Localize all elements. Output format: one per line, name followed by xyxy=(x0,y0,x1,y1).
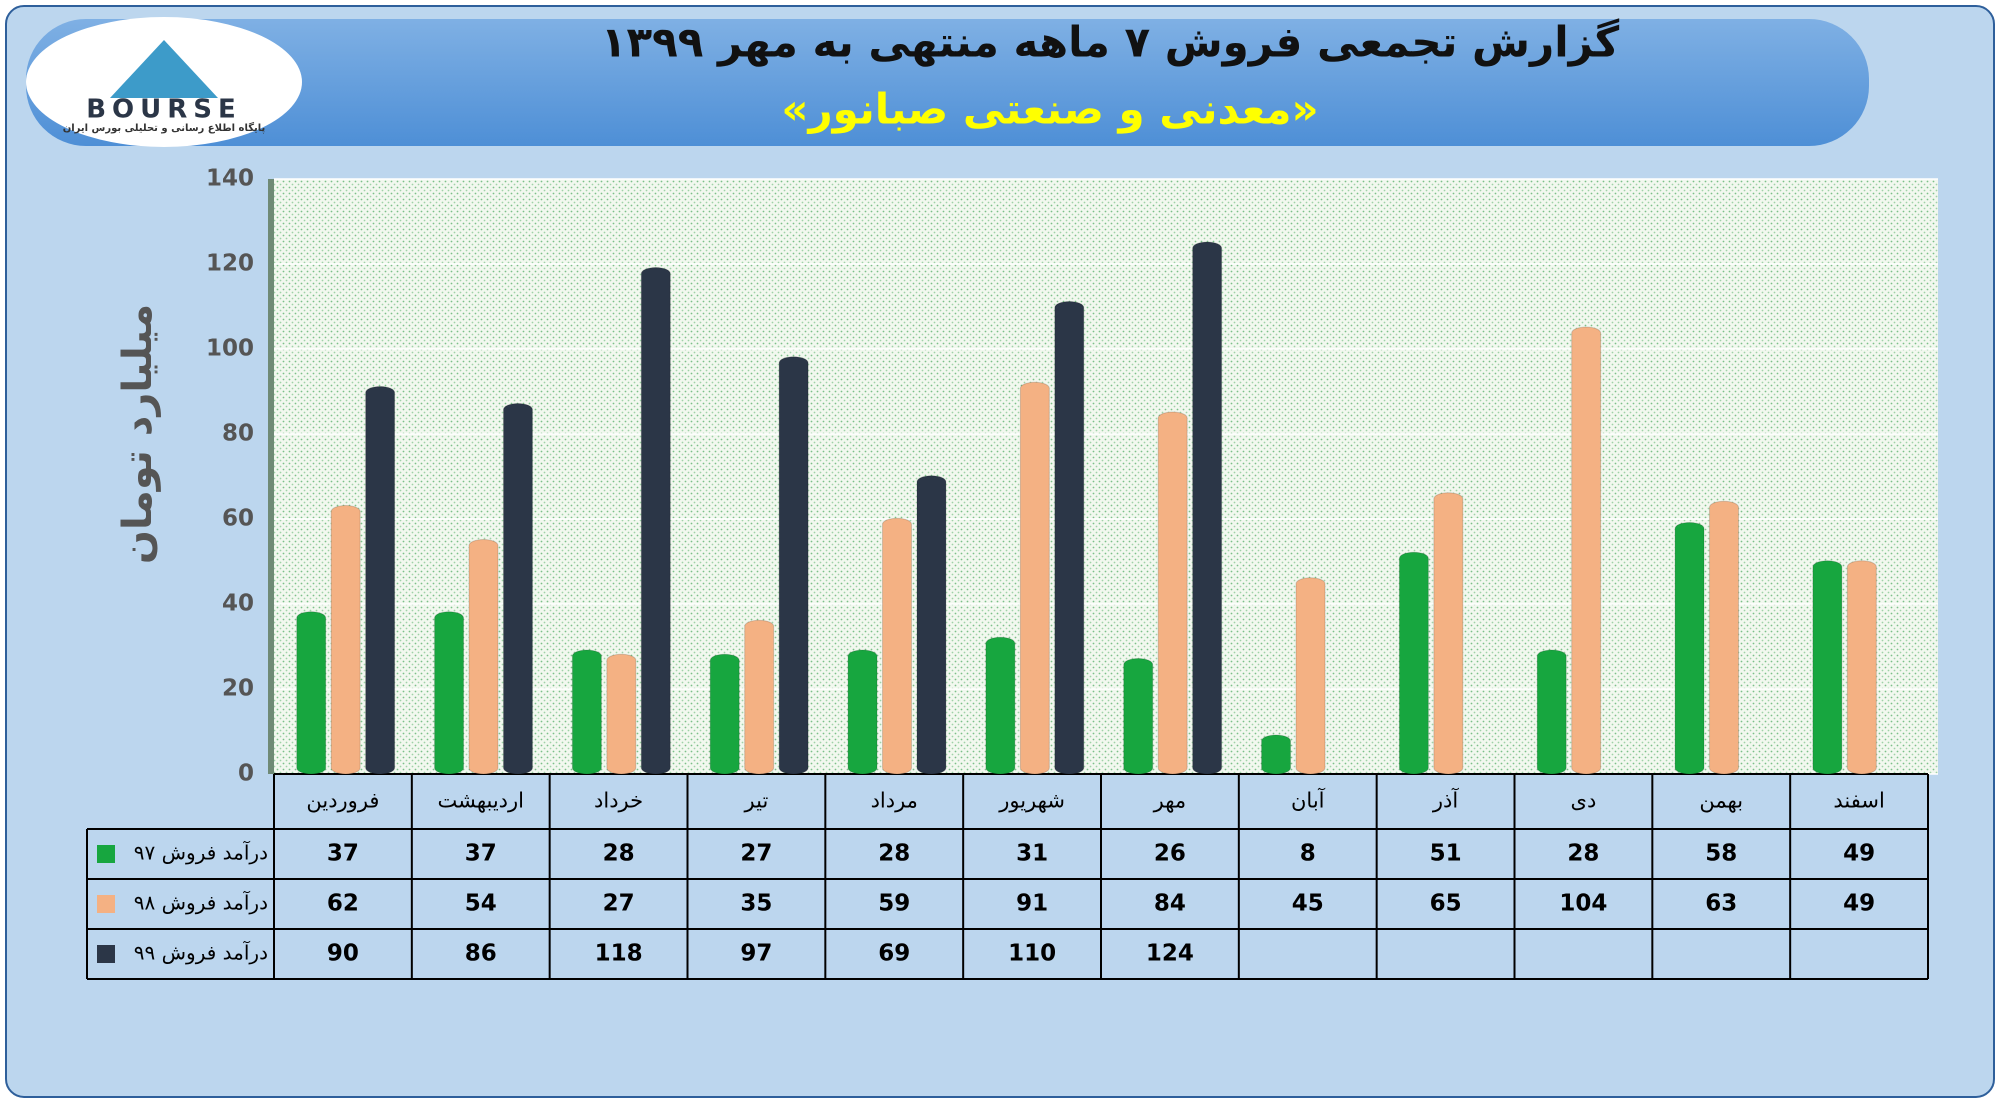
bar xyxy=(1295,577,1326,775)
bar xyxy=(502,403,533,775)
bar xyxy=(1536,649,1567,775)
table-value: 37 xyxy=(465,841,497,867)
table-value: 37 xyxy=(327,841,359,867)
table-value: 27 xyxy=(603,891,635,917)
bar xyxy=(640,267,671,775)
y-tick-label: 20 xyxy=(222,676,254,702)
table-value: 63 xyxy=(1705,891,1737,917)
table-value: 45 xyxy=(1292,891,1324,917)
chart-title: گزارش تجمعی فروش ۷ ماهه منتهی به مهر ۱۳۹… xyxy=(601,18,1620,68)
legend-label: درآمد فروش ۹۷ xyxy=(134,840,268,865)
bar xyxy=(1157,411,1188,775)
y-tick-label: 100 xyxy=(206,336,254,362)
table-value: 65 xyxy=(1430,891,1462,917)
bar xyxy=(1019,381,1050,775)
table-value: 110 xyxy=(1008,941,1056,967)
logo-icon xyxy=(110,40,218,98)
table-value: 27 xyxy=(740,841,772,867)
table-value: 35 xyxy=(740,891,772,917)
bar xyxy=(1846,560,1877,775)
x-tick-label: اردیبهشت xyxy=(437,789,524,813)
bar xyxy=(985,636,1016,775)
table-value: 86 xyxy=(465,941,497,967)
bar xyxy=(1398,551,1429,775)
x-tick-label: مرداد xyxy=(871,789,918,813)
table-value: 8 xyxy=(1300,841,1316,867)
y-tick-label: 60 xyxy=(222,506,254,532)
table-value: 28 xyxy=(1567,841,1599,867)
bar xyxy=(571,649,602,775)
table-value: 124 xyxy=(1146,941,1194,967)
bar xyxy=(606,653,637,775)
y-tick-label: 140 xyxy=(206,166,254,192)
y-tick-label: 0 xyxy=(238,761,254,787)
table-value: 90 xyxy=(327,941,359,967)
table-value: 28 xyxy=(603,841,635,867)
x-tick-label: آذر xyxy=(1432,788,1459,813)
legend-label: درآمد فروش ۹۸ xyxy=(134,890,268,915)
table-value: 31 xyxy=(1016,841,1048,867)
logo-name: BOURSE xyxy=(86,95,242,125)
bar xyxy=(434,611,465,775)
bar xyxy=(882,517,912,775)
legend-swatch xyxy=(97,945,115,963)
banner xyxy=(26,19,1869,146)
x-tick-label: شهریور xyxy=(998,789,1065,813)
y-tick-label: 40 xyxy=(222,591,254,617)
bar xyxy=(1123,658,1154,775)
legend-swatch xyxy=(97,895,115,913)
bar xyxy=(1674,522,1705,775)
bar xyxy=(847,649,878,775)
table-value: 62 xyxy=(327,891,359,917)
x-tick-label: آبان xyxy=(1291,788,1326,813)
x-tick-label: اسفند xyxy=(1833,789,1884,813)
plot-background xyxy=(274,179,1938,774)
bar xyxy=(744,619,775,775)
bar xyxy=(365,386,396,775)
logo-tagline: پایگاه اطلاع رسانی و تحلیلی بورس ایران xyxy=(63,121,266,134)
bar xyxy=(468,539,499,775)
table-value: 91 xyxy=(1016,891,1048,917)
x-tick-label: خرداد xyxy=(594,789,643,813)
x-tick-label: دی xyxy=(1571,789,1597,813)
legend-swatch xyxy=(97,845,115,863)
x-tick-label: فروردین xyxy=(306,789,379,813)
table-value: 49 xyxy=(1843,841,1875,867)
table-value: 59 xyxy=(878,891,910,917)
x-tick-label: مهر xyxy=(1153,789,1187,813)
bar xyxy=(1192,241,1223,775)
table-value: 69 xyxy=(878,941,910,967)
bar xyxy=(1054,301,1085,775)
y-tick-label: 80 xyxy=(222,421,254,447)
bar xyxy=(296,611,327,775)
table-value: 28 xyxy=(878,841,910,867)
bar xyxy=(1812,560,1843,775)
table-value: 26 xyxy=(1154,841,1186,867)
table-value: 49 xyxy=(1843,891,1875,917)
table-value: 51 xyxy=(1430,841,1462,867)
chart-subtitle: «معدنی و صنعتی صبانور» xyxy=(781,85,1318,135)
table-value: 58 xyxy=(1705,841,1737,867)
bar xyxy=(330,505,361,775)
x-tick-label: تیر xyxy=(744,789,769,813)
bar xyxy=(1261,734,1292,775)
bar xyxy=(1571,326,1602,775)
side-wall xyxy=(268,179,274,774)
table-value: 104 xyxy=(1559,891,1607,917)
bar xyxy=(778,356,809,775)
bar xyxy=(1433,492,1464,775)
bar xyxy=(1709,500,1739,775)
table-value: 118 xyxy=(595,941,643,967)
x-tick-label: بهمن xyxy=(1699,789,1743,813)
table-value: 54 xyxy=(465,891,497,917)
bar xyxy=(709,653,740,775)
legend-label: درآمد فروش ۹۹ xyxy=(134,940,268,965)
table-value: 84 xyxy=(1154,891,1186,917)
y-tick-label: 120 xyxy=(206,251,254,277)
y-axis-label: میلیارد تومان xyxy=(115,304,161,564)
bar xyxy=(916,475,947,775)
table-value: 97 xyxy=(740,941,772,967)
